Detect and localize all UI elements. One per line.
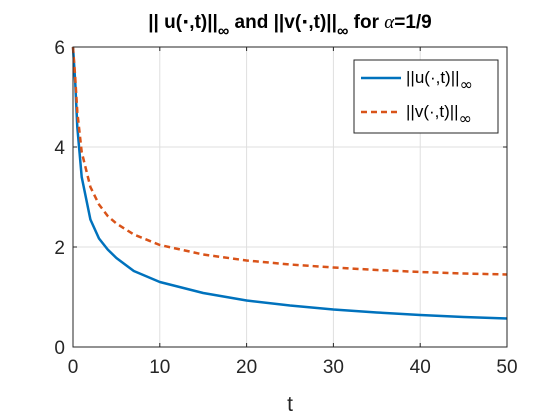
x-tick-label: 40 <box>410 357 431 378</box>
series-line-u <box>71 46 508 320</box>
chart-title: || u(·,t)||∞ and ||v(·,t)||∞ for α=1/9 <box>148 11 432 40</box>
series-line-v <box>71 46 508 276</box>
y-tick-label: 4 <box>54 138 65 159</box>
legend: ||u(·,t)||∞ ||v(·,t)||∞ <box>353 59 499 134</box>
x-axis-label: t <box>287 393 293 416</box>
x-tick-label: 30 <box>323 357 344 378</box>
x-tick-label: 10 <box>149 357 170 378</box>
legend-label-v: ||v(·,t)||∞ <box>406 102 472 128</box>
y-tick-label: 6 <box>54 38 65 59</box>
legend-label-u: ||u(·,t)||∞ <box>406 68 473 94</box>
y-tick-label: 2 <box>54 238 65 259</box>
axes-box <box>72 46 508 348</box>
legend-box <box>353 59 499 134</box>
y-tick-label: 0 <box>54 338 65 359</box>
x-tick-label: 0 <box>68 357 79 378</box>
ticks: 0 10 20 30 40 50 0 2 4 6 <box>54 38 517 378</box>
grid <box>73 47 507 347</box>
x-tick-label: 50 <box>496 357 517 378</box>
data-lines <box>71 46 508 320</box>
x-tick-label: 20 <box>236 357 257 378</box>
